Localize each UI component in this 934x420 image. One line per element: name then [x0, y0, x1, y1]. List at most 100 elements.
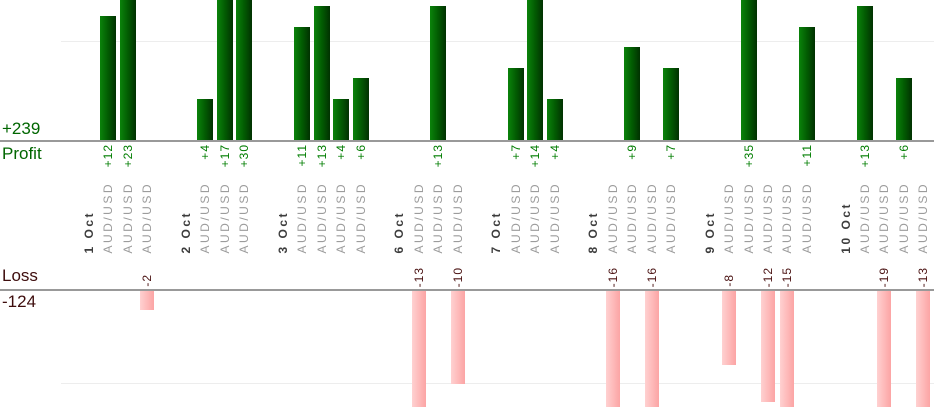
symbol-label-band: AUD/USD: [875, 180, 894, 254]
date-label: 1 Oct: [81, 211, 96, 254]
loss-bar: [605, 291, 620, 407]
trade-column: +13 AUD/USD: [855, 0, 874, 420]
symbol-label-band: AUD/USD: [642, 180, 661, 254]
symbol-label-band: AUD/USD: [661, 180, 680, 254]
symbol-label: AUD/USD: [411, 182, 426, 254]
trade-value-label: +35: [741, 144, 756, 168]
date-column: 3 Oct: [273, 0, 292, 420]
trade-column: -13 AUD/USD: [914, 0, 933, 420]
date-label-band: 2 Oct: [176, 180, 195, 254]
loss-axis-line: [0, 289, 934, 291]
profit-bar: [546, 99, 563, 140]
loss-bar: [780, 291, 795, 407]
date-label: 6 Oct: [392, 211, 407, 254]
profit-value-band: +4: [545, 144, 564, 182]
symbol-label: AUD/USD: [140, 182, 155, 254]
profit-bar: [119, 0, 136, 140]
profit-bar: [333, 99, 350, 140]
symbol-label-band: AUD/USD: [603, 180, 622, 254]
symbol-label-band: AUD/USD: [448, 180, 467, 254]
date-column: 8 Oct: [584, 0, 603, 420]
date-label-band: 10 Oct: [836, 180, 855, 254]
symbol-label: AUD/USD: [450, 182, 465, 254]
trade-column: -2 AUD/USD: [138, 0, 157, 420]
trade-column: +4 AUD/USD: [332, 0, 351, 420]
trade-value-label: +9: [625, 144, 640, 160]
trade-value-label: -15: [780, 266, 795, 287]
profit-value-band: +30: [235, 144, 254, 182]
trade-value-label: +6: [896, 144, 911, 160]
loss-value-band: -12: [758, 254, 777, 287]
symbol-label: AUD/USD: [508, 182, 523, 254]
symbol-label-band: AUD/USD: [720, 180, 739, 254]
profit-total: +239: [2, 119, 41, 138]
symbol-label: AUD/USD: [528, 182, 543, 254]
loss-bar: [644, 291, 659, 407]
profit-bar: [352, 78, 369, 140]
symbol-label: AUD/USD: [353, 182, 368, 254]
date-label-band: 9 Oct: [700, 180, 719, 254]
symbol-label-band: AUD/USD: [545, 180, 564, 254]
profit-bar: [430, 6, 447, 140]
trade-value-label: -19: [877, 266, 892, 287]
trade-column: -8 AUD/USD: [720, 0, 739, 420]
symbol-label: AUD/USD: [780, 182, 795, 254]
trade-value-label: +13: [857, 144, 872, 168]
trade-value-label: +23: [120, 144, 135, 168]
profit-value-band: +11: [293, 144, 312, 182]
symbol-label-band: AUD/USD: [409, 180, 428, 254]
loss-value-band: -10: [448, 254, 467, 287]
date-column: 2 Oct: [176, 0, 195, 420]
symbol-label-band: AUD/USD: [739, 180, 758, 254]
date-label: 8 Oct: [586, 211, 601, 254]
trade-column: -12 AUD/USD: [758, 0, 777, 420]
profit-bar: [197, 99, 214, 140]
profit-value-band: +6: [351, 144, 370, 182]
symbol-label: AUD/USD: [644, 182, 659, 254]
trade-value-label: +13: [314, 144, 329, 168]
symbol-label: AUD/USD: [722, 182, 737, 254]
trade-column: -15 AUD/USD: [778, 0, 797, 420]
symbol-label-band: AUD/USD: [506, 180, 525, 254]
trade-value-label: -12: [760, 266, 775, 287]
profit-value-band: +7: [661, 144, 680, 182]
symbol-label: AUD/USD: [741, 182, 756, 254]
trade-value-label: +30: [237, 144, 252, 168]
profit-value-band: +23: [118, 144, 137, 182]
trade-value-label: +7: [663, 144, 678, 160]
profit-bar: [294, 27, 311, 140]
profit-bar: [313, 6, 330, 140]
symbol-label: AUD/USD: [217, 182, 232, 254]
symbol-label-band: AUD/USD: [778, 180, 797, 254]
trade-value-label: -2: [140, 274, 155, 287]
date-label: 2 Oct: [178, 211, 193, 254]
symbol-label: AUD/USD: [101, 182, 116, 254]
symbol-label: AUD/USD: [605, 182, 620, 254]
trade-value-label: -16: [605, 266, 620, 287]
profit-value-band: +13: [312, 144, 331, 182]
date-column: 6 Oct: [390, 0, 409, 420]
symbol-label-band: AUD/USD: [526, 180, 545, 254]
profit-value-band: +17: [215, 144, 234, 182]
loss-value-band: -13: [409, 254, 428, 287]
trade-column: +4 AUD/USD: [545, 0, 564, 420]
symbol-label-band: AUD/USD: [797, 180, 816, 254]
trade-value-label: +11: [295, 144, 310, 167]
symbol-label: AUD/USD: [760, 182, 775, 254]
date-label-band: 1 Oct: [79, 180, 98, 254]
trade-column: +9 AUD/USD: [623, 0, 642, 420]
loss-bar: [450, 291, 465, 384]
trade-column: +6 AUD/USD: [351, 0, 370, 420]
symbol-label: AUD/USD: [431, 182, 446, 254]
trade-value-label: +14: [528, 144, 543, 168]
symbol-label-band: AUD/USD: [312, 180, 331, 254]
symbol-label: AUD/USD: [237, 182, 252, 254]
trade-value-label: +6: [353, 144, 368, 160]
symbol-label: AUD/USD: [625, 182, 640, 254]
profit-bar: [236, 0, 253, 140]
symbol-label-band: AUD/USD: [196, 180, 215, 254]
profit-value-band: +13: [855, 144, 874, 182]
symbol-label: AUD/USD: [916, 182, 931, 254]
trade-value-label: +4: [198, 144, 213, 160]
